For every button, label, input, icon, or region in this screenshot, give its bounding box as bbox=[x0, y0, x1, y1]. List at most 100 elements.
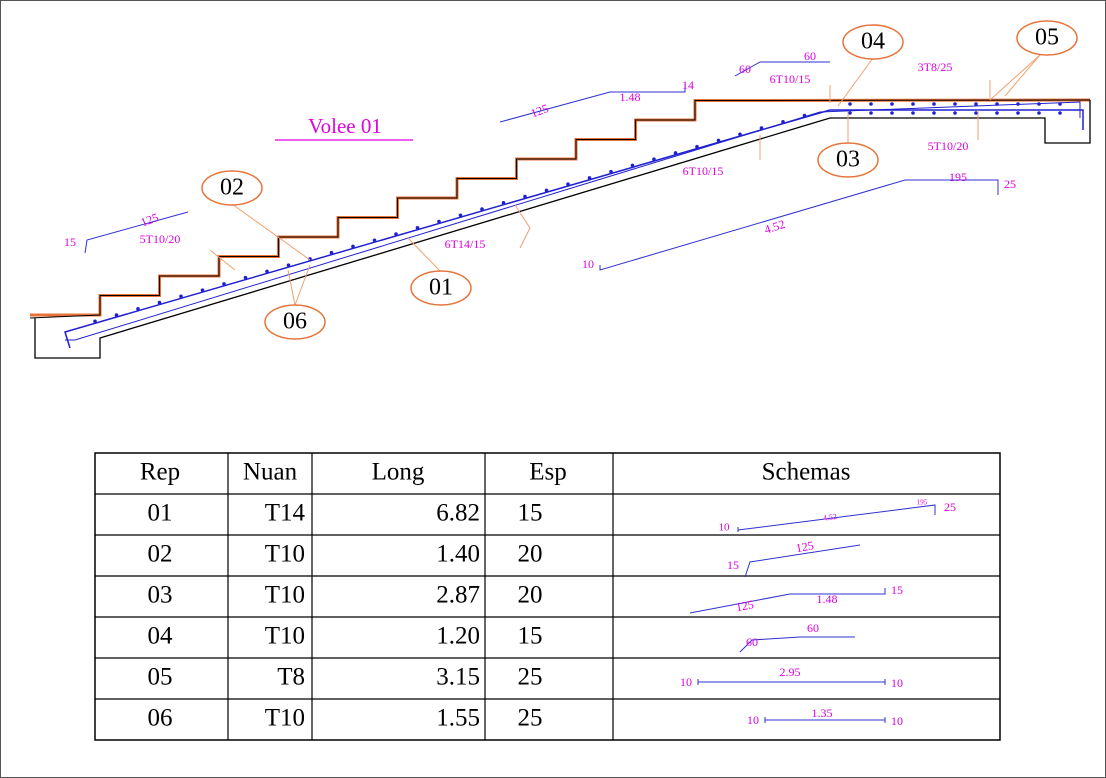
rebar-dot bbox=[932, 102, 936, 106]
page: Volee 01010203040506125155T10/206T14/156… bbox=[0, 0, 1106, 778]
schema-label: 195 bbox=[917, 499, 928, 507]
rebar-dot bbox=[1037, 111, 1041, 115]
rebar-dot bbox=[351, 245, 355, 249]
table-cell: T10 bbox=[265, 705, 305, 732]
table-header: Schemas bbox=[762, 459, 851, 486]
marker-label: 03 bbox=[836, 147, 860, 173]
table-cell: T10 bbox=[265, 541, 305, 568]
rebar-dot bbox=[330, 251, 334, 255]
rebar-dot bbox=[201, 288, 205, 292]
schema-label: 10 bbox=[891, 676, 903, 690]
rebar-dot bbox=[674, 151, 678, 155]
table-cell: 25 bbox=[518, 664, 543, 691]
rebar-dot bbox=[953, 111, 957, 115]
table-cell: T8 bbox=[277, 664, 305, 691]
rebar-dot bbox=[760, 126, 764, 130]
table-cell: 06 bbox=[148, 705, 173, 732]
rebar-dot bbox=[1058, 111, 1062, 115]
schema-label: 10 bbox=[891, 714, 903, 728]
dimension-label: 6T10/15 bbox=[683, 164, 724, 178]
rebar-dot bbox=[394, 232, 398, 236]
rebar-dot bbox=[566, 182, 570, 186]
drawing-title: Volee 01 bbox=[308, 114, 382, 138]
table-cell: 05 bbox=[148, 664, 173, 691]
schema-label: 10 bbox=[747, 713, 759, 727]
table-cell: T10 bbox=[265, 582, 305, 609]
rebar-dot bbox=[890, 102, 894, 106]
dimension-label: 5T10/20 bbox=[140, 232, 181, 246]
rebar-dot bbox=[265, 270, 269, 274]
rebar-dot bbox=[609, 170, 613, 174]
dimension-label: 10 bbox=[582, 257, 594, 271]
table-header: Esp bbox=[529, 459, 567, 486]
table-cell: 02 bbox=[148, 541, 173, 568]
rebar-dot bbox=[781, 120, 785, 124]
table-cell: 1.55 bbox=[436, 705, 480, 732]
schema-label: 15 bbox=[727, 558, 739, 572]
schema-label: 1.35 bbox=[812, 706, 833, 720]
rebar-dot bbox=[652, 157, 656, 161]
rebar-dot bbox=[869, 102, 873, 106]
rebar-dot bbox=[244, 276, 248, 280]
rebar-dot bbox=[932, 111, 936, 115]
rebar-dot bbox=[136, 307, 140, 311]
schema-label: 60 bbox=[807, 621, 819, 635]
rebar-dot bbox=[1058, 102, 1062, 106]
table-cell: 20 bbox=[518, 582, 543, 609]
table-header: Long bbox=[372, 459, 425, 486]
rebar-dot bbox=[974, 102, 978, 106]
rebar-dot bbox=[480, 207, 484, 211]
table-cell: 6.82 bbox=[436, 500, 480, 527]
rebar-dot bbox=[93, 320, 97, 324]
table-cell: T10 bbox=[265, 623, 305, 650]
rebar-dot bbox=[1016, 102, 1020, 106]
dimension-label: 195 bbox=[949, 170, 967, 184]
schema-label: 10 bbox=[680, 675, 692, 689]
dimension-label: 60 bbox=[804, 49, 816, 63]
table-cell: 04 bbox=[148, 623, 174, 650]
rebar-dot bbox=[287, 263, 291, 267]
schema-label: 25 bbox=[944, 500, 956, 514]
table-cell: 3.15 bbox=[436, 664, 480, 691]
table-cell: 25 bbox=[518, 705, 543, 732]
rebar-dot bbox=[995, 102, 999, 106]
table-cell: 2.87 bbox=[436, 582, 480, 609]
rebar-dot bbox=[848, 111, 852, 115]
rebar-dot bbox=[869, 111, 873, 115]
table-cell: 1.20 bbox=[436, 623, 480, 650]
schema-label: 15 bbox=[891, 583, 903, 597]
rebar-dot bbox=[974, 111, 978, 115]
rebar-dot bbox=[545, 189, 549, 193]
table-header: Rep bbox=[140, 459, 180, 486]
rebar-dot bbox=[717, 139, 721, 143]
schema-label: 60 bbox=[746, 635, 758, 649]
rebar-dot bbox=[502, 201, 506, 205]
rebar-dot bbox=[373, 238, 377, 242]
table-header: Nuan bbox=[243, 459, 298, 486]
schema-label: 2.95 bbox=[780, 665, 801, 679]
rebar-dot bbox=[911, 111, 915, 115]
dimension-label: 14 bbox=[682, 78, 694, 92]
rebar-dot bbox=[803, 114, 807, 118]
table-cell: 15 bbox=[518, 623, 543, 650]
dimension-label: 5T10/20 bbox=[928, 139, 969, 153]
rebar-dot bbox=[631, 164, 635, 168]
schema-label: 10 bbox=[719, 522, 731, 534]
table-cell: 1.40 bbox=[436, 541, 480, 568]
rebar-dot bbox=[995, 111, 999, 115]
marker-label: 02 bbox=[220, 175, 244, 201]
marker-label: 05 bbox=[1035, 25, 1059, 51]
rebar-dot bbox=[222, 282, 226, 286]
rebar-dot bbox=[158, 301, 162, 305]
table-cell: 01 bbox=[148, 500, 173, 527]
page-border bbox=[1, 1, 1106, 778]
table-cell: T14 bbox=[265, 500, 306, 527]
rebar-dot bbox=[890, 111, 894, 115]
table-cell: 03 bbox=[148, 582, 173, 609]
table-cell: 15 bbox=[518, 500, 543, 527]
rebar-dot bbox=[459, 214, 463, 218]
dimension-label: 15 bbox=[64, 235, 76, 249]
rebar-dot bbox=[179, 295, 183, 299]
dimension-label: 1.48 bbox=[620, 90, 641, 104]
rebar-dot bbox=[523, 195, 527, 199]
